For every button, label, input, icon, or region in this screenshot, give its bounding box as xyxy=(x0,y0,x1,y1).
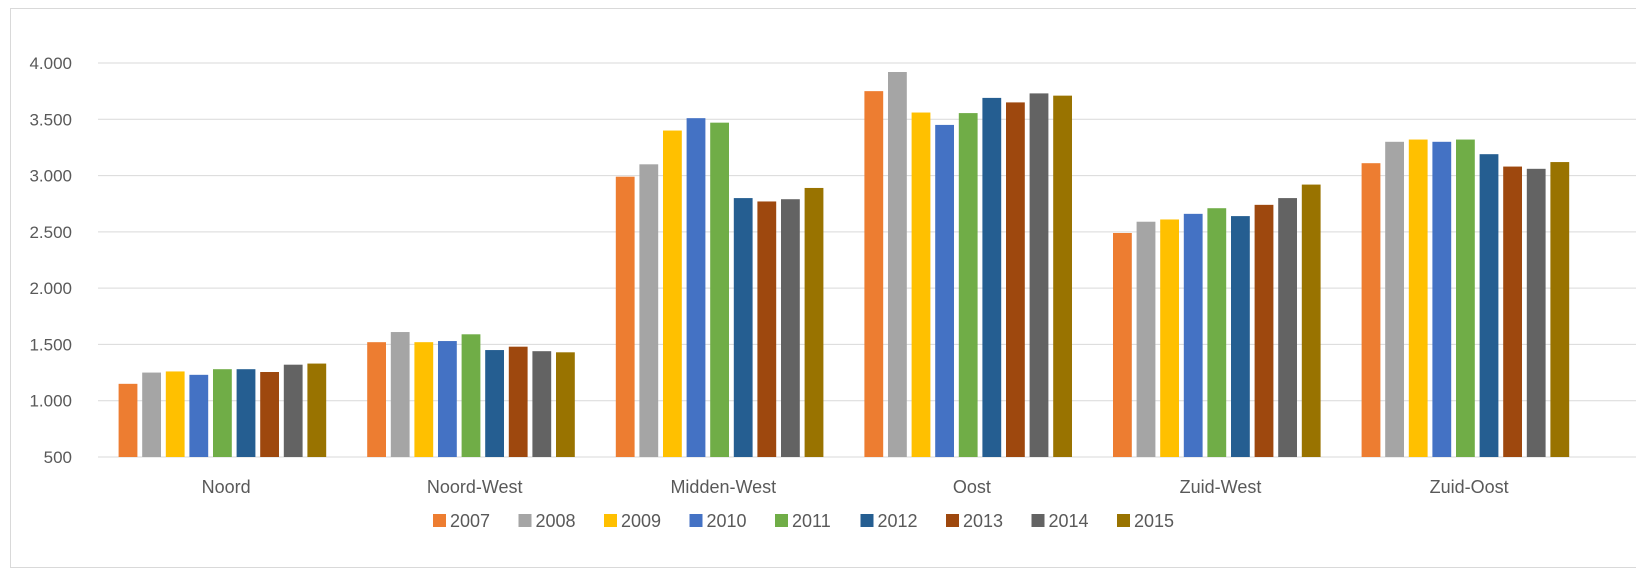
bar-2014-zuid-oost xyxy=(1526,168,1546,457)
legend-swatch-2013 xyxy=(946,514,959,527)
x-category-label: Oost xyxy=(953,477,991,497)
legend-label-2012: 2012 xyxy=(878,511,918,531)
bar-2008-noord-west xyxy=(390,332,410,457)
bar-2011-zuid-oost xyxy=(1456,139,1475,457)
bar-2009-zuid-oost xyxy=(1408,139,1428,457)
x-category-label: Noord xyxy=(202,477,251,497)
bar-2013-noord-west xyxy=(508,346,528,457)
bar-2008-midden-west xyxy=(639,164,659,458)
bar-2010-zuid-west xyxy=(1183,213,1203,457)
bar-2015-zuid-oost xyxy=(1550,162,1570,457)
bar-2008-noord xyxy=(142,372,161,457)
bar-2013-oost xyxy=(1006,102,1025,458)
legend-label-2008: 2008 xyxy=(536,511,576,531)
bar-2007-noord-west xyxy=(367,342,386,457)
bar-2007-oost xyxy=(864,91,884,458)
bar-2011-noord xyxy=(213,369,232,457)
bar-2007-zuid-west xyxy=(1113,232,1132,457)
x-category-label: Zuid-West xyxy=(1180,477,1262,497)
legend-swatch-2012 xyxy=(860,514,874,527)
bar-2011-oost xyxy=(958,113,978,457)
bar-2012-midden-west xyxy=(733,198,753,458)
bar-2013-noord xyxy=(260,372,279,457)
legend-swatch-2011 xyxy=(775,514,788,527)
bar-2009-zuid-west xyxy=(1160,219,1179,457)
bars xyxy=(118,72,1570,458)
bar-2015-midden-west xyxy=(804,187,824,457)
bar-2015-noord xyxy=(307,363,327,457)
bar-2010-zuid-oost xyxy=(1432,141,1452,458)
y-tick-label: 3.500 xyxy=(29,110,72,129)
bar-2010-noord xyxy=(189,374,209,457)
bar-2008-zuid-oost xyxy=(1385,141,1404,458)
bar-2007-zuid-oost xyxy=(1361,163,1381,457)
legend-label-2010: 2010 xyxy=(707,511,747,531)
bar-2012-noord-west xyxy=(485,350,504,457)
y-tick-label: 1.000 xyxy=(29,392,72,411)
y-tick-label: 3.000 xyxy=(29,167,72,186)
bar-2013-zuid-oost xyxy=(1503,166,1522,457)
bar-2014-noord xyxy=(283,364,303,457)
x-category-label: Midden-West xyxy=(670,477,776,497)
y-axis: 500 1.000 1.500 2.000 2.500 3.000 3.500 4.000 xyxy=(29,54,72,467)
y-tick-label: 4.000 xyxy=(29,54,72,73)
bar-2009-noord-west xyxy=(414,342,434,457)
bar-2011-midden-west xyxy=(710,122,729,458)
bar-2014-oost xyxy=(1029,93,1049,457)
legend-swatch-2015 xyxy=(1117,514,1130,527)
bar-2011-zuid-west xyxy=(1207,208,1227,457)
bar-2015-noord-west xyxy=(556,352,575,457)
legend-swatch-2014 xyxy=(1031,514,1045,527)
bar-2012-zuid-oost xyxy=(1479,154,1499,457)
bar-2009-midden-west xyxy=(663,130,682,458)
legend-label-2009: 2009 xyxy=(621,511,661,531)
bar-2007-midden-west xyxy=(615,176,635,457)
bar-2013-zuid-west xyxy=(1254,204,1274,457)
x-axis: Noord Noord-West Midden-West Oost Zuid-West Z… xyxy=(202,477,1509,497)
bar-2011-noord-west xyxy=(461,334,481,457)
bar-2010-midden-west xyxy=(686,118,706,457)
x-category-label: Zuid-Oost xyxy=(1430,477,1509,497)
bar-2012-oost xyxy=(982,97,1002,457)
legend-swatch-2007 xyxy=(433,514,446,527)
bar-2010-noord-west xyxy=(438,341,457,457)
legend-label-2015: 2015 xyxy=(1134,511,1174,531)
y-tick-label: 2.000 xyxy=(29,279,72,298)
bar-2014-zuid-west xyxy=(1278,198,1297,458)
y-tick-label: 2.500 xyxy=(29,223,72,242)
legend-label-2014: 2014 xyxy=(1049,511,1089,531)
bar-2013-midden-west xyxy=(757,201,777,457)
y-tick-label: 500 xyxy=(44,448,72,467)
bar-2015-oost xyxy=(1053,95,1072,457)
legend: 2007 2008 2009 2010 2011 2012 2013 2014 2015 xyxy=(433,511,1174,531)
bar-2007-noord xyxy=(118,383,138,457)
bar-2014-midden-west xyxy=(781,199,800,457)
x-category-label: Noord-West xyxy=(427,477,523,497)
legend-label-2011: 2011 xyxy=(792,511,831,531)
bar-2012-noord xyxy=(236,369,256,457)
legend-label-2013: 2013 xyxy=(963,511,1003,531)
bar-2010-oost xyxy=(935,124,954,458)
legend-label-2007: 2007 xyxy=(450,511,490,531)
legend-swatch-2009 xyxy=(604,514,617,527)
y-tick-label: 1.500 xyxy=(29,335,72,354)
legend-swatch-2010 xyxy=(689,514,703,527)
legend-swatch-2008 xyxy=(518,514,532,527)
bar-2008-zuid-west xyxy=(1136,221,1156,457)
bar-2015-zuid-west xyxy=(1301,184,1321,457)
bar-2008-oost xyxy=(888,72,907,458)
bar-2009-noord xyxy=(165,371,185,457)
bar-2009-oost xyxy=(911,112,931,457)
bar-2014-noord-west xyxy=(532,351,552,457)
bar-2012-zuid-west xyxy=(1231,216,1250,457)
